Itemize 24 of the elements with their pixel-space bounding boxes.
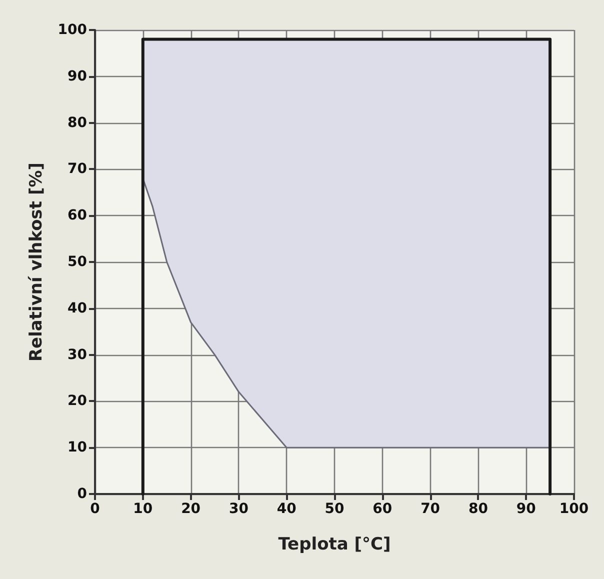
y-axis-title: Relativní vlhkost [%] [26,162,46,362]
x-tick-label: 0 [90,501,100,517]
x-tick-label: 20 [181,501,201,517]
y-tick-label: 60 [68,208,88,224]
y-tick-label: 40 [68,300,88,316]
x-tick-label: 70 [420,501,440,517]
x-tick-label: 30 [228,501,249,517]
y-tick-label: 20 [68,393,88,410]
x-axis-title: Teplota [°C] [278,534,391,554]
y-tick-label: 100 [58,22,88,38]
y-tick-label: 10 [68,440,88,456]
x-tick-label: 50 [324,501,344,517]
x-tick-label: 90 [516,501,536,517]
x-tick-label: 100 [559,501,589,517]
x-tick-label: 60 [372,501,392,517]
x-tick-label: 10 [133,501,153,517]
y-tick-label: 90 [68,68,88,84]
x-tick-label: 80 [468,501,488,517]
y-tick-label: 70 [68,161,88,178]
y-tick-label: 80 [68,114,88,131]
y-tick-label: 0 [77,486,88,502]
y-tick-label: 50 [68,254,88,270]
x-tick-label: 40 [276,501,297,517]
y-tick-label: 30 [68,346,88,363]
